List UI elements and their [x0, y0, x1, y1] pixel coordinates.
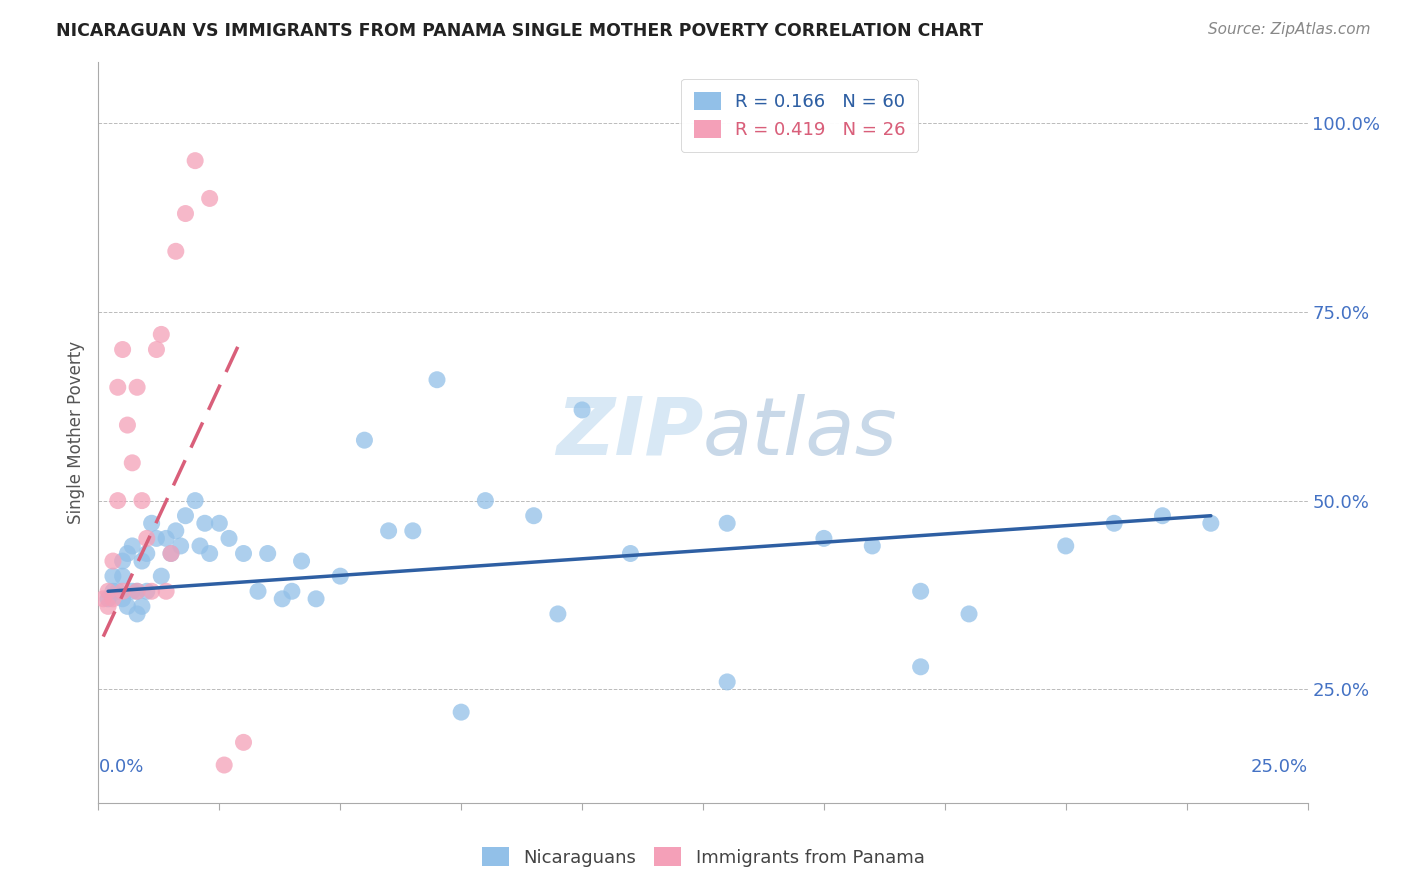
- Point: [107, 380, 129, 394]
- Point: [910, 584, 932, 599]
- Point: [97, 584, 120, 599]
- Point: [1199, 516, 1222, 531]
- Point: [256, 547, 278, 561]
- Point: [155, 532, 177, 546]
- Point: [860, 539, 883, 553]
- Point: [101, 569, 124, 583]
- Legend: Nicaraguans, Immigrants from Panama: Nicaraguans, Immigrants from Panama: [474, 840, 932, 874]
- Point: [101, 591, 124, 606]
- Y-axis label: Single Mother Poverty: Single Mother Poverty: [66, 341, 84, 524]
- Point: [97, 591, 120, 606]
- Point: [184, 153, 207, 168]
- Point: [1152, 508, 1174, 523]
- Point: [135, 532, 157, 546]
- Point: [169, 539, 191, 553]
- Point: [127, 380, 149, 394]
- Point: [145, 532, 167, 546]
- Text: NICARAGUAN VS IMMIGRANTS FROM PANAMA SINGLE MOTHER POVERTY CORRELATION CHART: NICARAGUAN VS IMMIGRANTS FROM PANAMA SIN…: [56, 22, 983, 40]
- Point: [121, 456, 143, 470]
- Point: [402, 524, 425, 538]
- Point: [218, 532, 240, 546]
- Point: [145, 343, 167, 357]
- Point: [353, 433, 375, 447]
- Point: [155, 584, 177, 599]
- Point: [188, 539, 211, 553]
- Point: [184, 493, 207, 508]
- Point: [174, 206, 197, 220]
- Point: [523, 508, 546, 523]
- Point: [111, 584, 134, 599]
- Point: [150, 569, 173, 583]
- Point: [101, 554, 124, 568]
- Text: ZIP: ZIP: [555, 393, 703, 472]
- Point: [127, 584, 149, 599]
- Point: [135, 547, 157, 561]
- Point: [111, 591, 134, 606]
- Point: [121, 584, 143, 599]
- Point: [165, 524, 187, 538]
- Point: [813, 532, 835, 546]
- Point: [208, 516, 231, 531]
- Point: [474, 493, 496, 508]
- Text: 25.0%: 25.0%: [1250, 758, 1308, 776]
- Point: [160, 547, 183, 561]
- Point: [91, 591, 114, 606]
- Point: [194, 516, 217, 531]
- Point: [281, 584, 304, 599]
- Point: [271, 591, 294, 606]
- Text: atlas: atlas: [703, 393, 898, 472]
- Point: [547, 607, 569, 621]
- Point: [305, 591, 328, 606]
- Point: [141, 516, 163, 531]
- Point: [232, 735, 254, 749]
- Point: [131, 554, 153, 568]
- Point: [910, 660, 932, 674]
- Point: [117, 418, 139, 433]
- Point: [111, 554, 134, 568]
- Point: [571, 403, 593, 417]
- Point: [198, 547, 221, 561]
- Point: [111, 343, 134, 357]
- Point: [198, 191, 221, 205]
- Point: [107, 584, 129, 599]
- Point: [131, 493, 153, 508]
- Text: 0.0%: 0.0%: [98, 758, 143, 776]
- Point: [232, 547, 254, 561]
- Point: [174, 508, 197, 523]
- Point: [1102, 516, 1125, 531]
- Point: [121, 539, 143, 553]
- Point: [329, 569, 352, 583]
- Point: [426, 373, 449, 387]
- Point: [1054, 539, 1077, 553]
- Point: [450, 705, 472, 719]
- Point: [290, 554, 312, 568]
- Text: Source: ZipAtlas.com: Source: ZipAtlas.com: [1208, 22, 1371, 37]
- Point: [716, 674, 738, 689]
- Point: [957, 607, 980, 621]
- Legend: R = 0.166   N = 60, R = 0.419   N = 26: R = 0.166 N = 60, R = 0.419 N = 26: [681, 78, 918, 152]
- Point: [160, 547, 183, 561]
- Point: [716, 516, 738, 531]
- Point: [127, 584, 149, 599]
- Point: [131, 599, 153, 614]
- Point: [117, 547, 139, 561]
- Point: [101, 584, 124, 599]
- Point: [117, 599, 139, 614]
- Point: [377, 524, 399, 538]
- Point: [150, 327, 173, 342]
- Point: [135, 584, 157, 599]
- Point: [107, 493, 129, 508]
- Point: [127, 607, 149, 621]
- Point: [97, 599, 120, 614]
- Point: [212, 758, 235, 772]
- Point: [141, 584, 163, 599]
- Point: [247, 584, 270, 599]
- Point: [165, 244, 187, 259]
- Point: [619, 547, 641, 561]
- Point: [111, 569, 134, 583]
